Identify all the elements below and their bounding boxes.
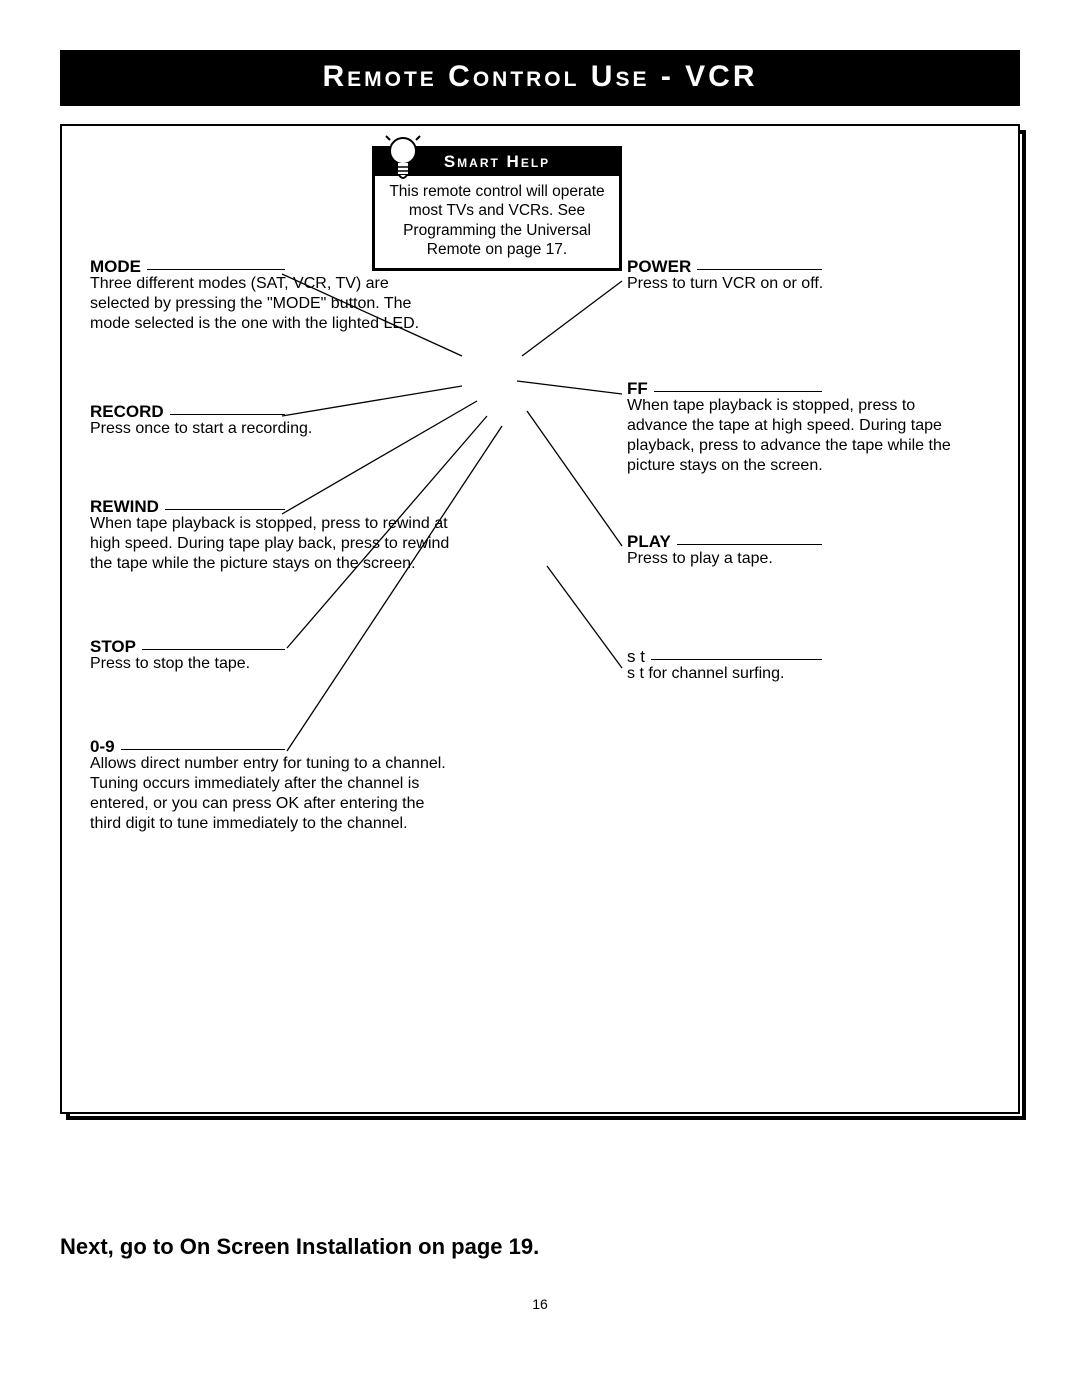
page-title: Remote Control Use - VCR [60,50,1020,106]
page-title-text: Remote Control Use - VCR [322,60,757,93]
callout-record: RECORD Press once to start a recording. [90,401,450,439]
callout-stop: STOP Press to stop the tape. [90,636,450,674]
callout-mode-title: MODE [90,256,147,277]
lightbulb-icon [383,135,423,183]
rule [627,391,822,392]
callout-stop-body: Press to stop the tape. [90,654,450,674]
callout-digits: 0-9 Allows direct number entry for tunin… [90,736,450,834]
smart-help-box: Smart Help This remote control will oper… [372,146,622,271]
callout-st-title: s t [627,646,651,667]
frame-panel: Smart Help This remote control will oper… [60,124,1020,1114]
diagram-frame: Smart Help This remote control will oper… [60,124,1020,1114]
callout-power-title: POWER [627,256,697,277]
page-number: 16 [60,1296,1020,1312]
rule [627,659,822,660]
callout-ff-title: FF [627,378,654,399]
callout-rewind-body: When tape playback is stopped, press to … [90,514,450,574]
callout-digits-body: Allows direct number entry for tuning to… [90,754,450,834]
callout-play: PLAY Press to play a tape. [627,531,977,569]
smart-help-body: This remote control will operate most TV… [375,176,619,268]
callout-power: POWER Press to turn VCR on or off. [627,256,977,294]
callout-rewind: REWIND When tape playback is stopped, pr… [90,496,450,574]
callout-record-title: RECORD [90,401,170,422]
callout-mode-body: Three different modes (SAT, VCR, TV) are… [90,274,450,334]
callout-st-body: s t for channel surfing. [627,664,977,684]
callout-rewind-title: REWIND [90,496,165,517]
callout-ff-body: When tape playback is stopped, press to … [627,396,977,476]
callout-play-body: Press to play a tape. [627,549,977,569]
callout-play-title: PLAY [627,531,677,552]
callout-digits-title: 0-9 [90,736,121,757]
callout-ff: FF When tape playback is stopped, press … [627,378,977,476]
footer-instruction: Next, go to On Screen Installation on pa… [60,1234,539,1260]
callout-stop-title: STOP [90,636,142,657]
callout-st: s t s t for channel surfing. [627,646,977,684]
